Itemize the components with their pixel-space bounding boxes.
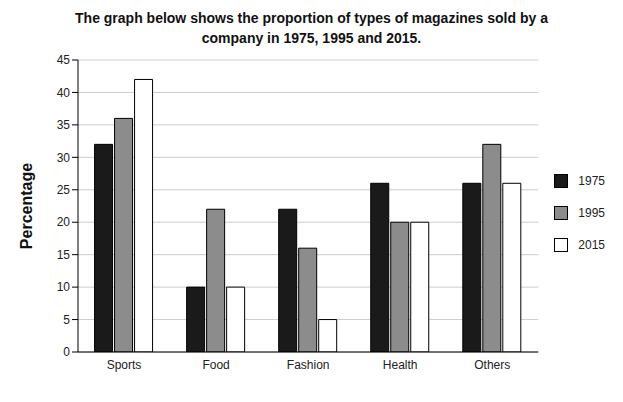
svg-text:Fashion: Fashion <box>287 358 330 372</box>
svg-text:35: 35 <box>57 118 71 132</box>
html-text:1995: 1995 <box>578 206 605 220</box>
svg-text:Percentage: Percentage <box>18 163 35 249</box>
html-text:The graph below shows the prop: The graph below shows the proportion of … <box>75 10 548 46</box>
svg-text:15: 15 <box>57 248 71 262</box>
svg-text:20: 20 <box>57 215 71 229</box>
svg-text:40: 40 <box>57 86 71 100</box>
svg-text:5: 5 <box>63 313 70 327</box>
svg-text:Health: Health <box>383 358 418 372</box>
svg-text:45: 45 <box>57 53 71 67</box>
svg-text:Others: Others <box>474 358 510 372</box>
svg-text:25: 25 <box>57 183 71 197</box>
svg-text:10: 10 <box>57 280 71 294</box>
html-text:2015: 2015 <box>578 238 605 252</box>
svg-text:0: 0 <box>63 345 70 359</box>
svg-text:Sports: Sports <box>107 358 142 372</box>
svg-text:30: 30 <box>57 151 71 165</box>
svg-text:Food: Food <box>202 358 229 372</box>
html-text:1975: 1975 <box>578 174 605 188</box>
